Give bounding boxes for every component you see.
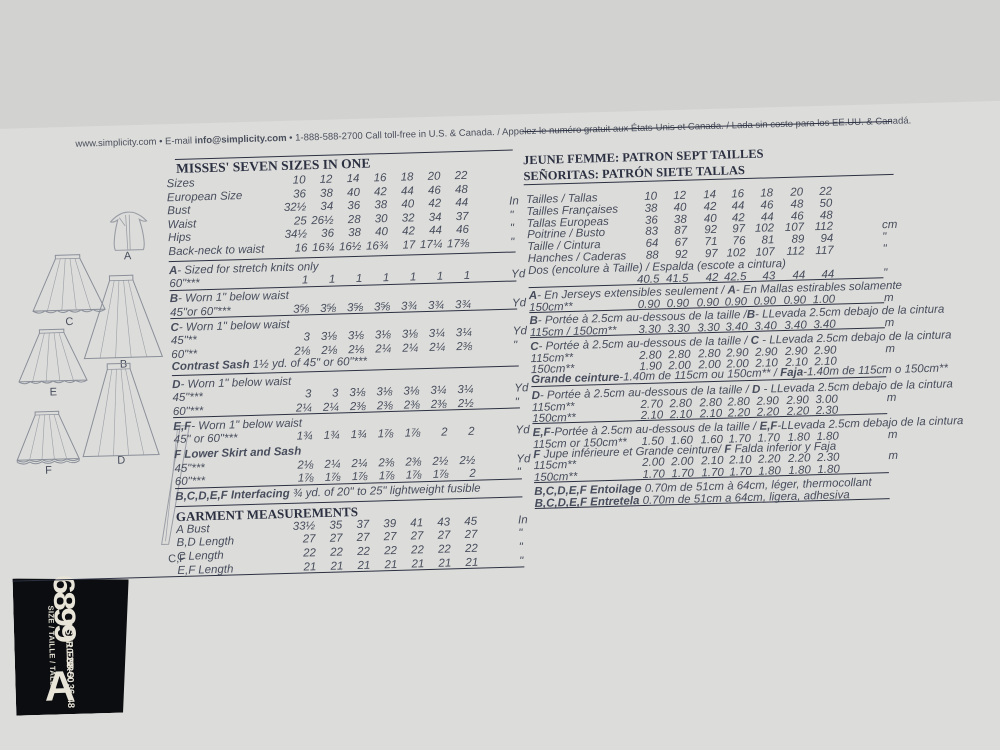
svg-text:A: A <box>124 250 132 262</box>
svg-text:E: E <box>49 386 57 398</box>
svg-text:D: D <box>117 454 125 466</box>
svg-text:C: C <box>65 316 73 328</box>
svg-text:F: F <box>45 465 52 477</box>
